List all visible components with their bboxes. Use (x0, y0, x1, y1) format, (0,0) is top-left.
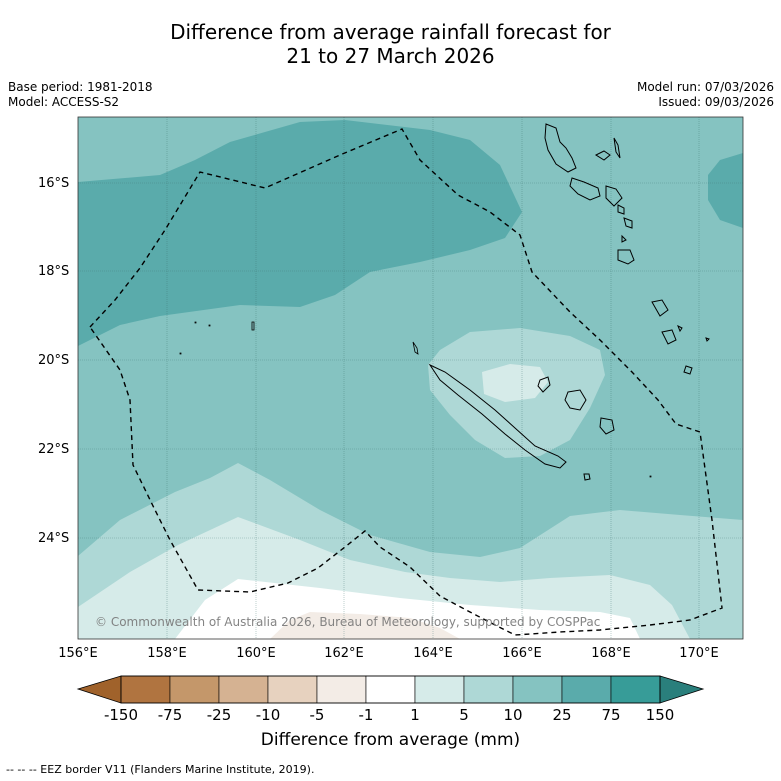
isle-of-pines (583, 473, 591, 481)
colorbar (76, 675, 705, 704)
lat-label-20s: 20°S (38, 353, 70, 368)
zone-dry-south (270, 612, 460, 639)
colorbar-cell (414, 675, 465, 704)
lon-label-162e: 162°E (324, 646, 364, 661)
colorbar-tick-label: 25 (552, 706, 572, 724)
colorbar-tick-label: -10 (255, 706, 281, 724)
colorbar-cell (365, 675, 416, 704)
colorbar-cell (169, 675, 220, 704)
lat-label-24s: 24°S (38, 531, 70, 546)
lat-label-16s: 16°S (38, 176, 70, 191)
colorbar-cell (267, 675, 318, 704)
colorbar-tick-label: 5 (459, 706, 469, 724)
colorbar-tick-label: -25 (206, 706, 232, 724)
zone-1-5-new-caledonia (482, 364, 548, 402)
eez-border (89, 128, 723, 636)
lon-label-160e: 160°E (236, 646, 276, 661)
new-caledonia-island (428, 363, 567, 469)
title-line-2: 21 to 27 March 2026 (286, 44, 495, 68)
lon-label-170e: 170°E (679, 646, 719, 661)
vanuatu-islands (544, 123, 710, 375)
belep-island (412, 341, 419, 355)
base-period: Base period: 1981-2018 (8, 80, 153, 94)
colorbar-tick-label: 10 (503, 706, 523, 724)
meta-right: Model run: 07/03/2026 Issued: 09/03/2026 (637, 80, 774, 110)
colorbar-low-extend (76, 675, 122, 704)
meta-left: Base period: 1981-2018 Model: ACCESS-S2 (8, 80, 153, 110)
colorbar-tick-label: 75 (601, 706, 621, 724)
eez-legend-footer: -- -- -- EEZ border V11 (Flanders Marine… (6, 763, 315, 776)
colorbar-cell (512, 675, 563, 704)
colorbar-tick-label: 1 (410, 706, 420, 724)
colorbar-cell (218, 675, 269, 704)
lon-label-164e: 164°E (413, 646, 453, 661)
model-run: Model run: 07/03/2026 (636, 80, 774, 94)
colorbar-tick-label: -150 (103, 706, 139, 724)
colorbar-cell (561, 675, 612, 704)
title-line-1: Difference from average rainfall forecas… (170, 20, 611, 44)
colorbar-cell (463, 675, 514, 704)
colorbar-high-extend (659, 675, 705, 704)
lon-label-158e: 158°E (147, 646, 187, 661)
colorbar-cell (316, 675, 367, 704)
lon-label-156e: 156°E (58, 646, 98, 661)
model-name: Model: ACCESS-S2 (8, 95, 120, 109)
map-title: Difference from average rainfall forecas… (0, 20, 781, 68)
zone-25-75-east (708, 153, 743, 228)
issued-date: Issued: 09/03/2026 (658, 95, 774, 109)
colorbar-cell (610, 675, 661, 704)
lon-label-166e: 166°E (502, 646, 542, 661)
colorbar-tick-label: -1 (358, 706, 374, 724)
lifou-island (564, 389, 587, 411)
ouvea-island (537, 376, 551, 393)
map-frame (77, 116, 744, 640)
rainfall-map: © Commonwealth of Australia 2026, Bureau… (78, 117, 743, 639)
colorbar-tick-label: -5 (309, 706, 325, 724)
colorbar-tick-label: 150 (645, 706, 675, 724)
mare-island (599, 417, 615, 435)
lat-label-22s: 22°S (38, 442, 70, 457)
colorbar-title: Difference from average (mm) (260, 730, 521, 750)
lon-label-168e: 168°E (591, 646, 631, 661)
zone-25-75-northwest (78, 120, 522, 346)
colorbar-frame (120, 675, 661, 704)
lat-label-18s: 18°S (38, 264, 70, 279)
colorbar-cell (120, 675, 171, 704)
graticule (78, 117, 743, 639)
colorbar-tick-label: -75 (157, 706, 183, 724)
copyright-notice: © Commonwealth of Australia 2026, Bureau… (95, 615, 600, 629)
small-islands (179, 321, 652, 478)
